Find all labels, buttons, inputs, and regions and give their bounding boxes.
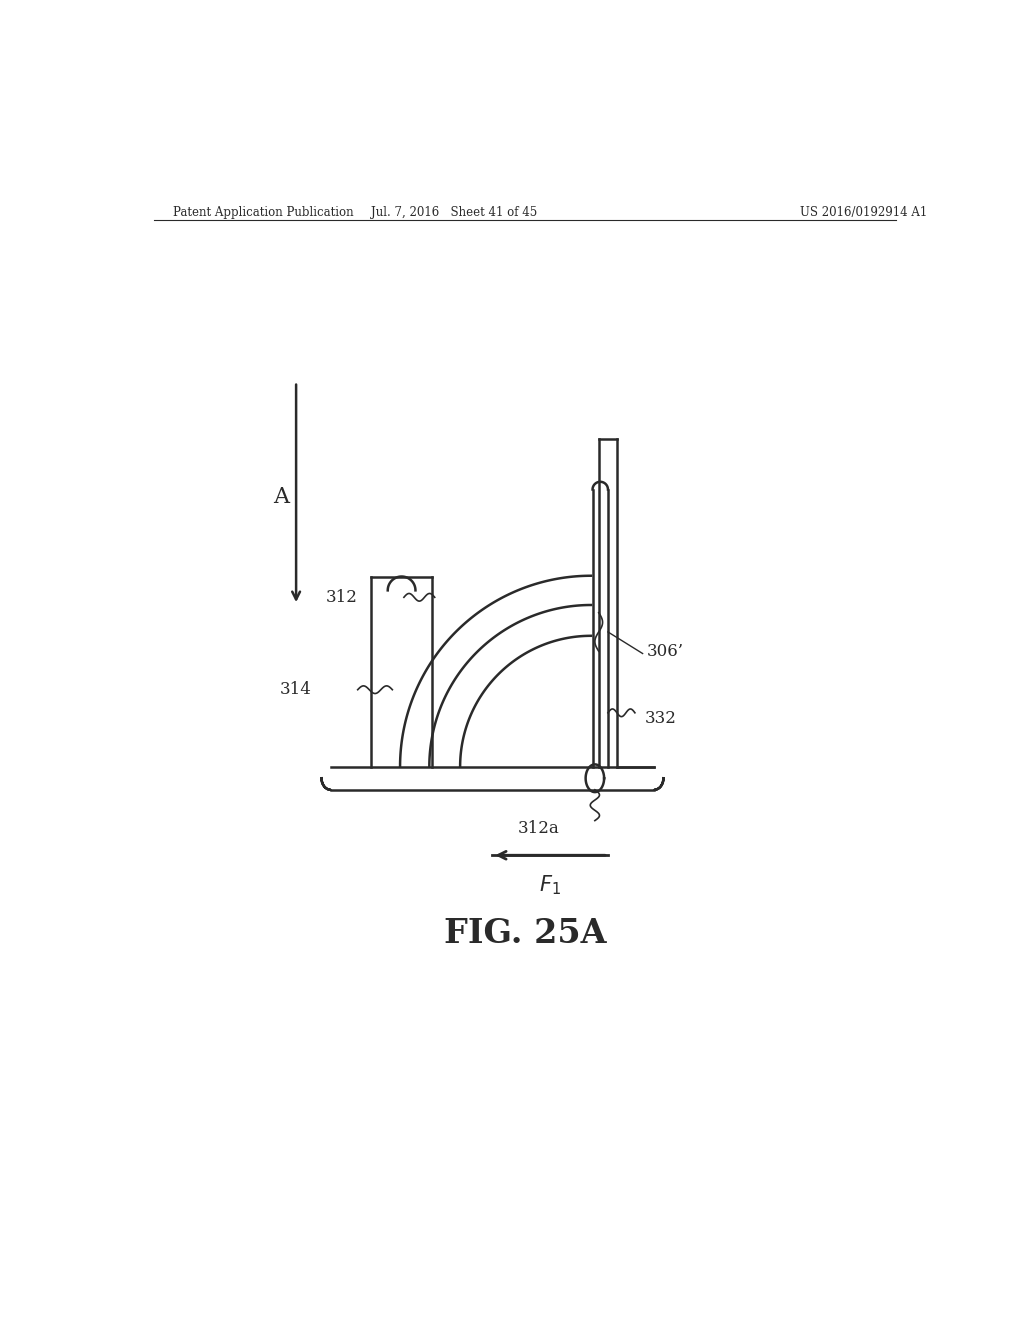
Text: 332: 332 [645, 710, 677, 727]
Text: FIG. 25A: FIG. 25A [443, 917, 606, 950]
Text: Jul. 7, 2016   Sheet 41 of 45: Jul. 7, 2016 Sheet 41 of 45 [371, 206, 537, 219]
Text: Patent Application Publication: Patent Application Publication [173, 206, 353, 219]
Text: 306’: 306’ [646, 643, 684, 660]
Text: 312: 312 [326, 589, 357, 606]
Text: US 2016/0192914 A1: US 2016/0192914 A1 [801, 206, 928, 219]
Text: $F_1$: $F_1$ [540, 873, 561, 896]
Text: A: A [273, 486, 289, 508]
Text: 314: 314 [280, 681, 311, 698]
Text: 312a: 312a [518, 820, 559, 837]
